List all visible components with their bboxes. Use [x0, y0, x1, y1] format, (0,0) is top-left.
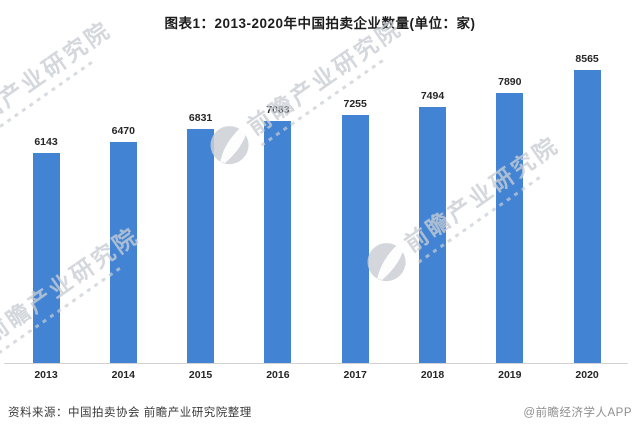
- x-axis-line: [4, 363, 628, 364]
- value-label-2017: 7255: [343, 98, 367, 110]
- value-label-2015: 6831: [188, 112, 213, 124]
- bar-2018: [419, 107, 446, 363]
- bar-2017: [341, 115, 369, 363]
- watermark-center: 前瞻产业研究院: [203, 9, 412, 172]
- value-label-2018: 7494: [420, 90, 445, 102]
- value-label-2016: 7083: [266, 104, 290, 116]
- x-tick-label-2013: 2013: [34, 369, 58, 381]
- x-tick-label-2019: 2019: [498, 369, 522, 381]
- bar-2016: [264, 121, 292, 363]
- value-label-2014: 6470: [111, 125, 135, 137]
- watermark-right: 前瞻产业研究院: [360, 126, 569, 289]
- x-tick-label-2017: 2017: [343, 369, 367, 381]
- value-label-2013: 6143: [34, 136, 58, 148]
- bar-2020: [573, 70, 601, 363]
- value-label-2020: 8565: [575, 53, 599, 65]
- x-tick-label-2014: 2014: [111, 369, 135, 381]
- bar-2015: [187, 129, 215, 363]
- value-label-2019: 7890: [498, 76, 522, 88]
- bar-2013: [32, 153, 60, 363]
- x-tick-label-2018: 2018: [420, 369, 445, 381]
- x-tick-label-2016: 2016: [266, 369, 290, 381]
- watermark-credit: @前瞻经济学人APP: [523, 407, 632, 419]
- x-tick-label-2020: 2020: [575, 369, 599, 381]
- bar-2014: [109, 142, 137, 363]
- x-tick-label-2015: 2015: [188, 369, 213, 381]
- chart-title: 图表1：2013-2020年中国拍卖企业数量(单位：家): [164, 16, 476, 31]
- watermark-subtext-dots: [0, 265, 123, 355]
- bar-2019: [496, 93, 524, 363]
- source-text: 资料来源：中国拍卖协会 前瞻产业研究院整理: [8, 407, 252, 419]
